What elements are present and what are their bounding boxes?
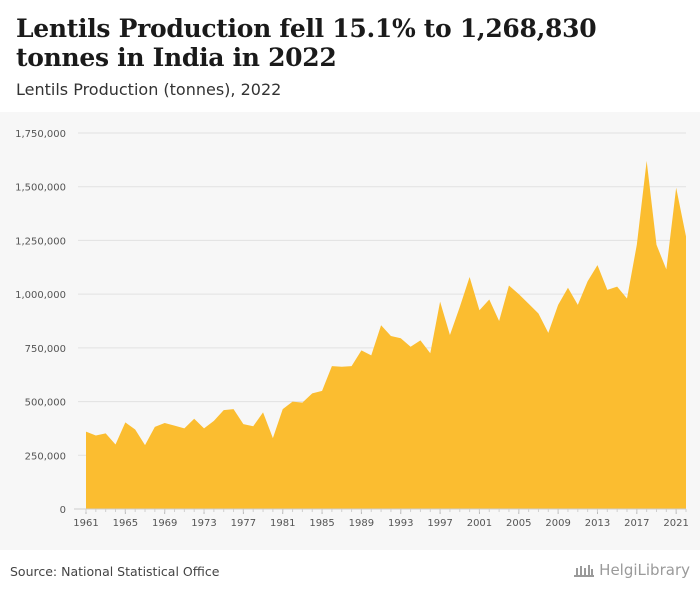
y-tick-label: 750,000 [25,344,66,355]
brand-logo[interactable]: HelgiLibrary [573,561,690,579]
series-area [85,160,687,509]
y-tick-label: 1,500,000 [15,183,66,194]
y-tick-label: 1,250,000 [15,236,66,247]
chart-subtitle: Lentils Production (tonnes), 2022 [16,80,282,99]
chart-title: Lentils Production fell 15.1% to 1,268,8… [16,14,597,72]
x-tick-label: 1961 [73,518,98,529]
brand-name: HelgiLibrary [599,561,690,579]
x-tick-label: 1997 [427,518,452,529]
library-building-icon [574,565,595,577]
y-tick-label: 0 [60,505,66,516]
x-tick-label: 2017 [624,518,649,529]
x-tick-label: 1993 [388,518,413,529]
y-tick-label: 1,000,000 [15,290,66,301]
y-tick-label: 500,000 [25,398,66,409]
x-tick-label: 1969 [152,518,177,529]
x-tick-label: 2009 [545,518,570,529]
x-tick-label: 1985 [309,518,334,529]
x-tick-label: 2013 [585,518,610,529]
x-tick-label: 1981 [270,518,295,529]
production-area [86,160,686,509]
chart-header: Lentils Production fell 15.1% to 1,268,8… [0,0,700,112]
axes: 0 250,000 500,000 750,000 1,000,000 1,250,000… [15,129,689,529]
y-tick-label: 1,750,000 [15,129,66,140]
x-tick-label: 2005 [506,518,531,529]
x-tick-label: 1965 [113,518,138,529]
x-tick-label: 1989 [349,518,374,529]
x-tick-label: 2021 [663,518,688,529]
source-note: Source: National Statistical Office [10,564,220,579]
area-chart: 0 250,000 500,000 750,000 1,000,000 1,250,000… [15,129,689,529]
x-tick-label: 2001 [467,518,492,529]
x-tick-label: 1973 [191,518,216,529]
y-tick-label: 250,000 [25,451,66,462]
x-tick-label: 1977 [231,518,256,529]
